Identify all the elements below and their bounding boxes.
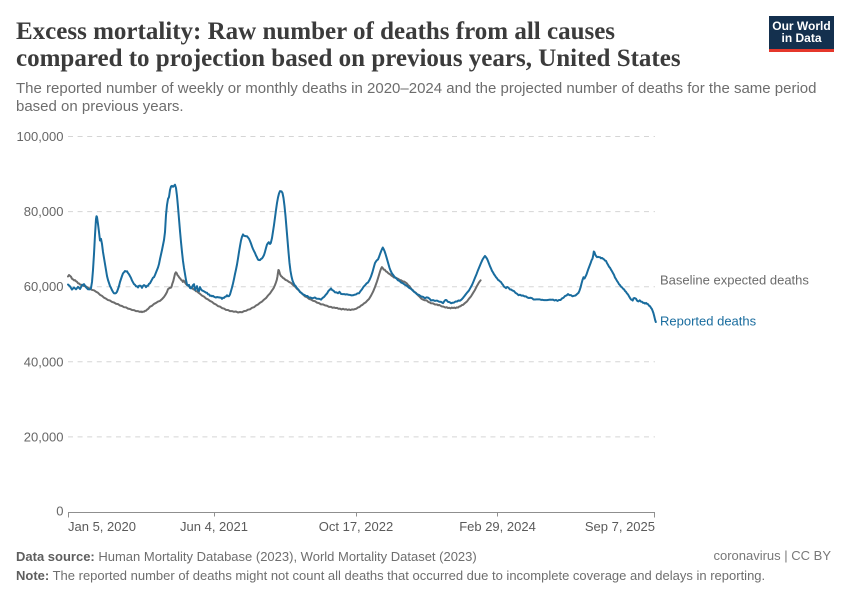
svg-text:60,000: 60,000	[24, 279, 64, 294]
svg-text:80,000: 80,000	[24, 204, 64, 219]
svg-text:20,000: 20,000	[24, 429, 64, 444]
svg-text:Feb 29, 2024: Feb 29, 2024	[459, 519, 536, 534]
svg-text:40,000: 40,000	[24, 354, 64, 369]
svg-text:100,000: 100,000	[17, 129, 64, 144]
svg-text:Baseline expected deaths: Baseline expected deaths	[660, 273, 809, 288]
svg-text:Sep 7, 2025: Sep 7, 2025	[585, 519, 655, 534]
svg-text:Reported deaths: Reported deaths	[660, 314, 757, 329]
svg-text:Oct 17, 2022: Oct 17, 2022	[319, 519, 393, 534]
svg-text:0: 0	[56, 504, 63, 519]
svg-text:Jun 4, 2021: Jun 4, 2021	[180, 519, 248, 534]
svg-text:Jan 5, 2020: Jan 5, 2020	[68, 519, 136, 534]
